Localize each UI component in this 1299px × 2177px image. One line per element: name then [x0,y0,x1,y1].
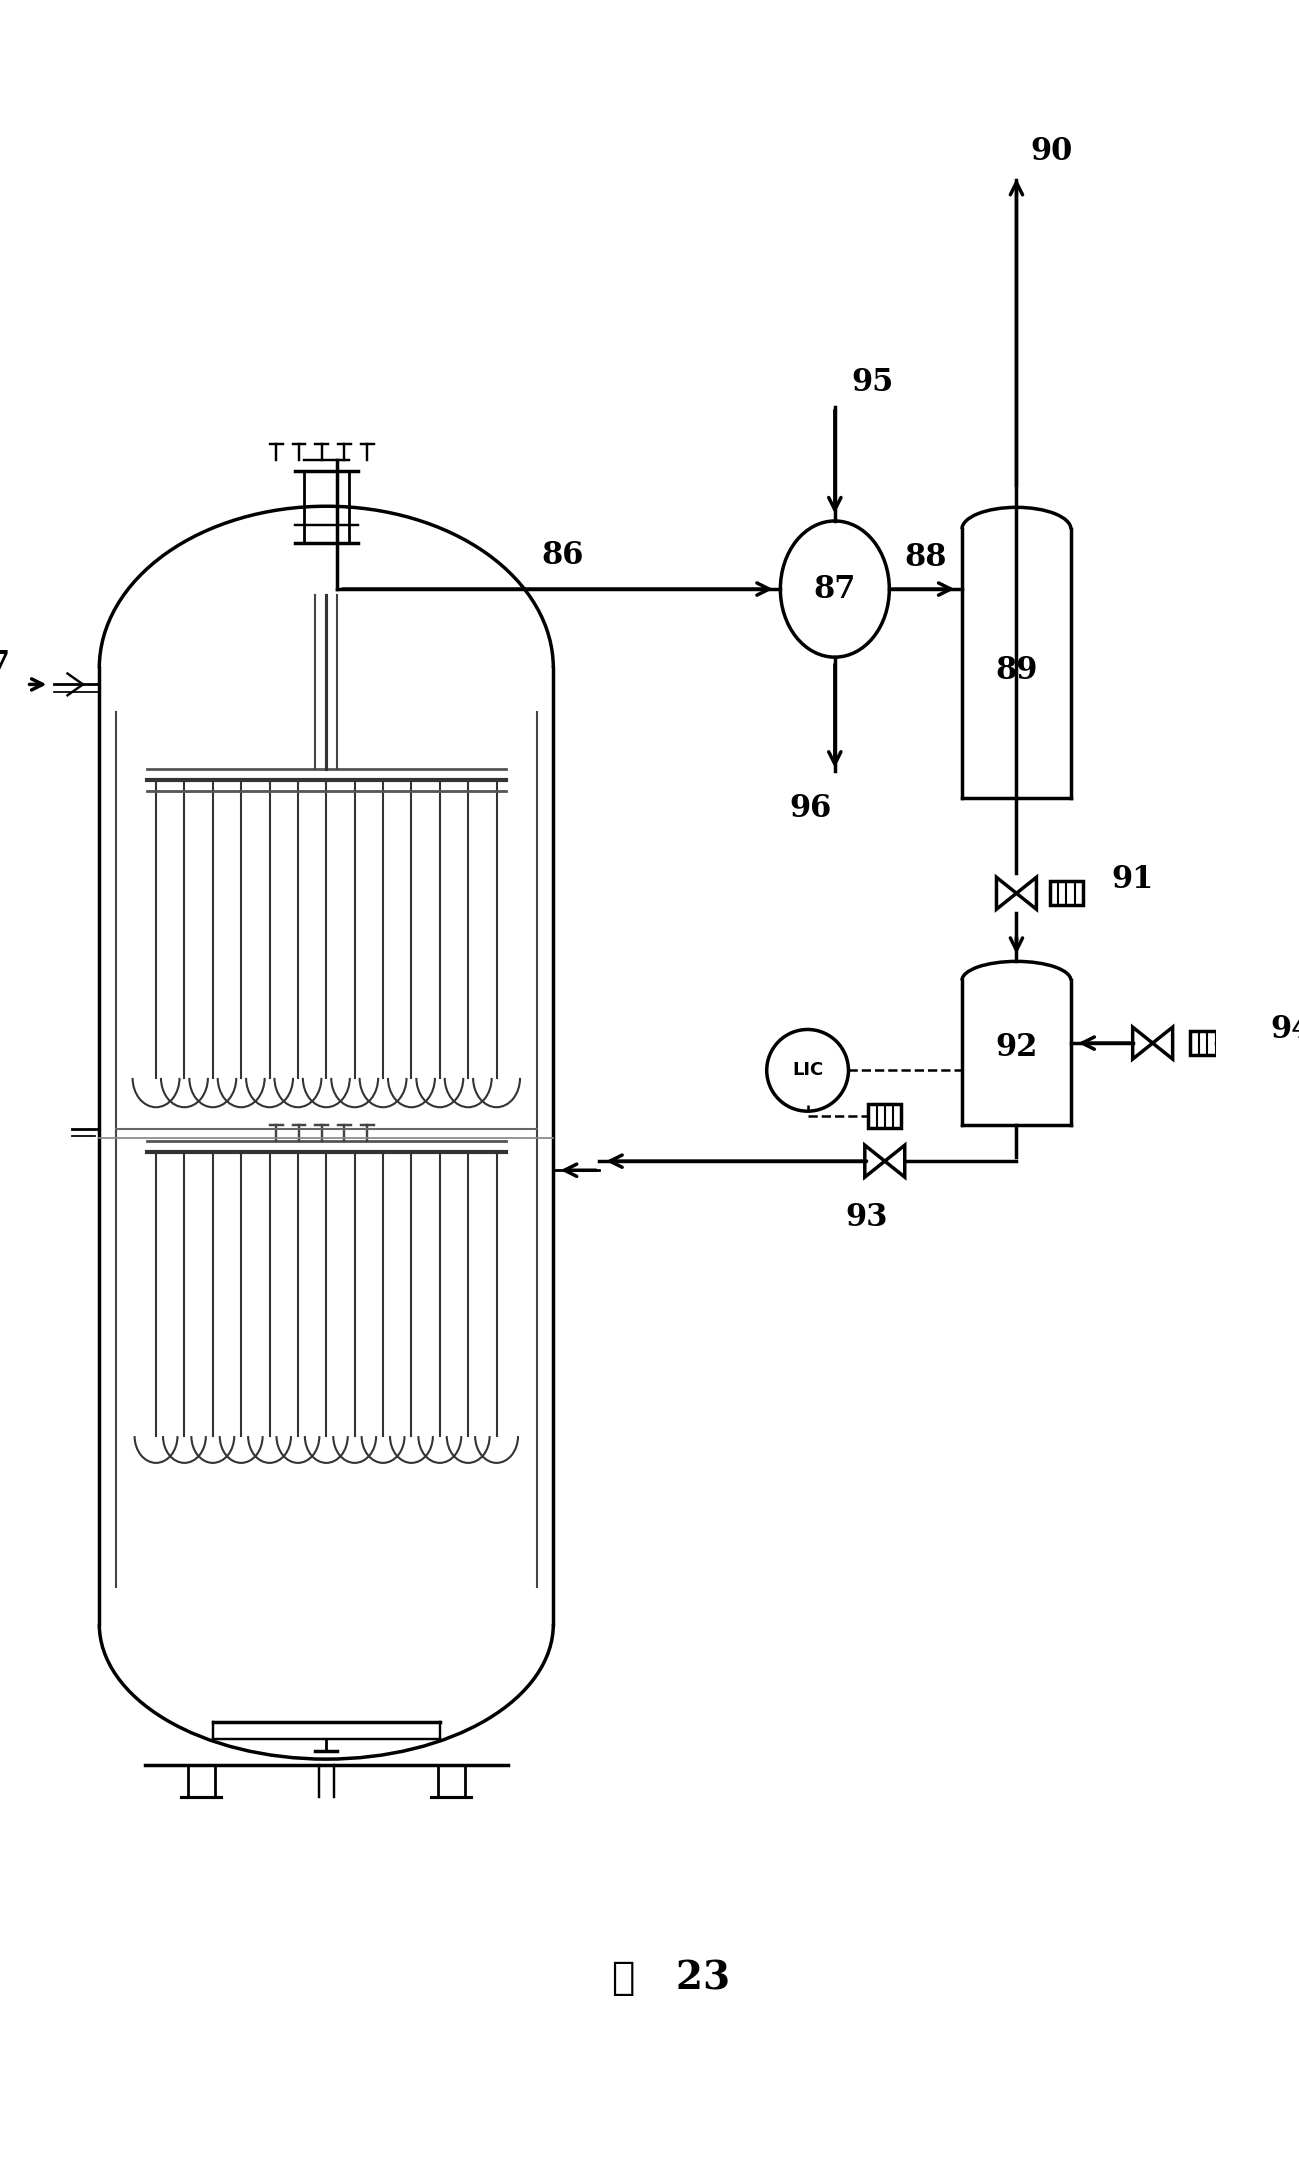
Text: 7: 7 [0,649,10,679]
Bar [869,1104,902,1128]
Text: 89: 89 [995,655,1038,686]
Text: 图   23: 图 23 [612,1959,730,1998]
Text: 95: 95 [851,368,894,398]
Text: 96: 96 [790,792,831,825]
Text: 94: 94 [1270,1014,1299,1045]
Text: 93: 93 [846,1202,887,1232]
Text: LIC: LIC [792,1062,824,1080]
Text: 92: 92 [995,1032,1038,1062]
Text: 90: 90 [1030,135,1072,168]
Bar [1050,882,1083,906]
Text: 86: 86 [542,540,583,570]
Text: 87: 87 [813,573,856,605]
Bar [1190,1032,1225,1056]
Text: 91: 91 [1112,864,1154,895]
Text: 88: 88 [904,542,947,573]
